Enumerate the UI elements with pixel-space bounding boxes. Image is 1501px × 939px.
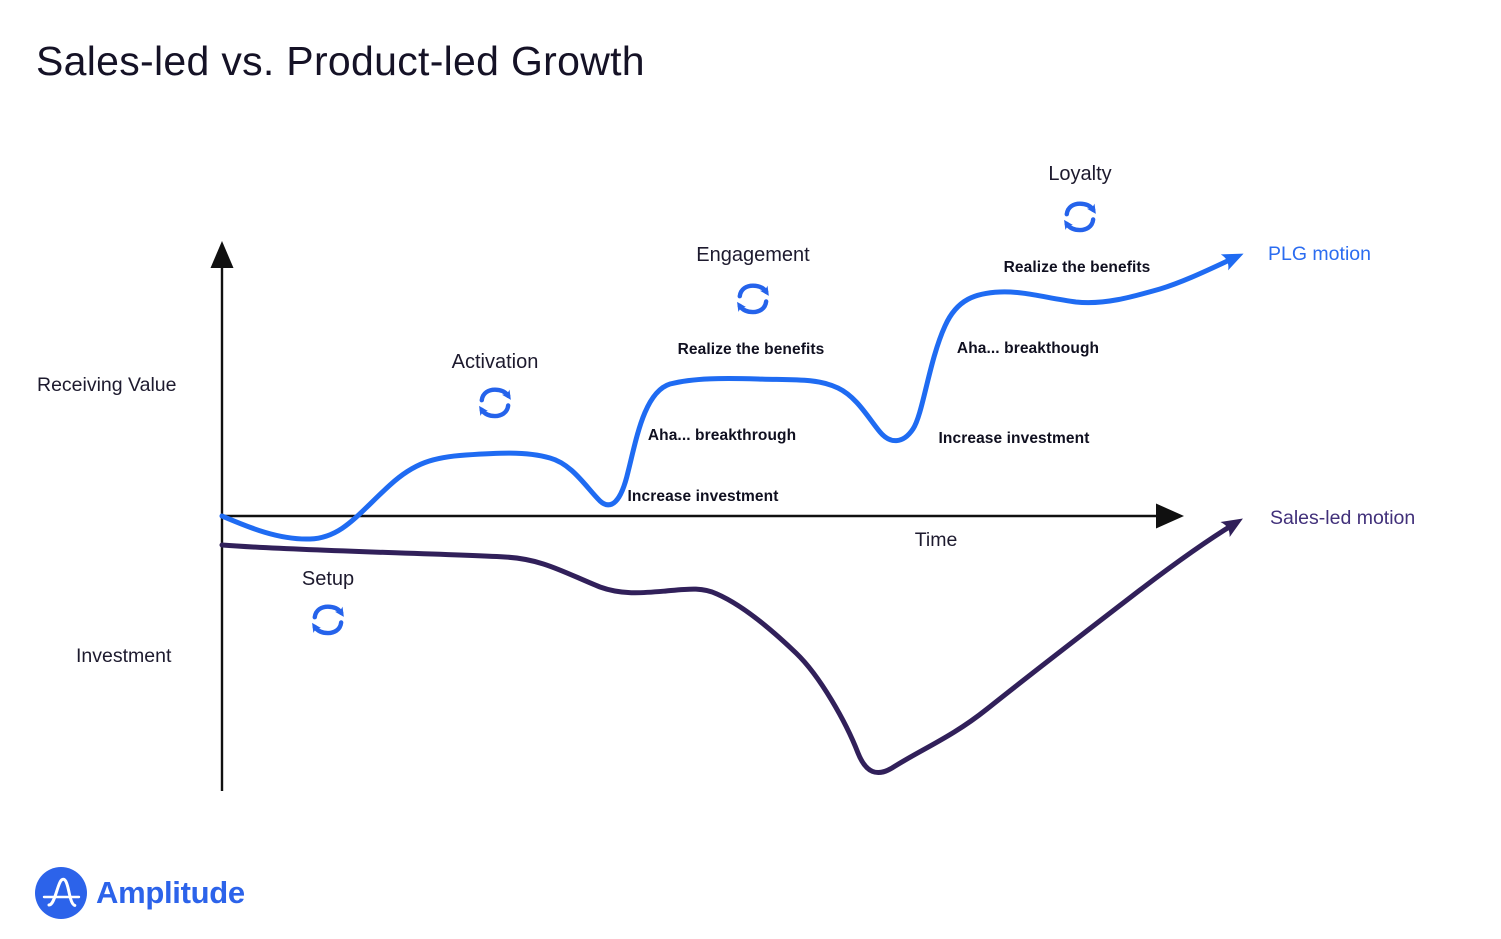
sales-led-curve [219,518,1243,775]
annotation-realize-benefits-1: Realize the benefits [677,341,825,358]
annotation-aha-breakthrough-1: Aha... breakthrough [647,427,797,444]
annotation-increase-investment-2: Increase investment [938,430,1090,447]
stage-label-setup: Setup [301,568,355,590]
plg-motion-label: PLG motion [1268,243,1371,265]
annotation-realize-benefits-2: Realize the benefits [1003,259,1151,276]
activation-cycle-icon [479,387,511,419]
amplitude-logo-icon [35,867,87,919]
loyalty-cycle-icon [1064,201,1096,233]
y-axis-arrowhead-icon [210,241,234,268]
setup-cycle-icon [312,604,344,636]
page-title: Sales-led vs. Product-led Growth [36,38,645,84]
x-axis-label: Time [914,529,958,551]
amplitude-logo-text: Amplitude [96,875,245,910]
y-axis-lower-label: Investment [76,645,172,667]
annotation-increase-investment-1: Increase investment [627,488,779,505]
annotation-aha-breakthrough-2: Aha... breakthough [956,340,1100,357]
sales-led-motion-label: Sales-led motion [1270,507,1416,529]
x-axis-arrowhead-icon [1156,503,1184,529]
engagement-cycle-icon [737,283,769,315]
stage-label-loyalty: Loyalty [1048,163,1112,185]
plg-curve [219,253,1244,542]
amplitude-logo: Amplitude [35,867,245,919]
y-axis-upper-label: Receiving Value [37,374,177,396]
stage-label-engagement: Engagement [696,244,810,266]
stage-label-activation: Activation [451,351,539,373]
